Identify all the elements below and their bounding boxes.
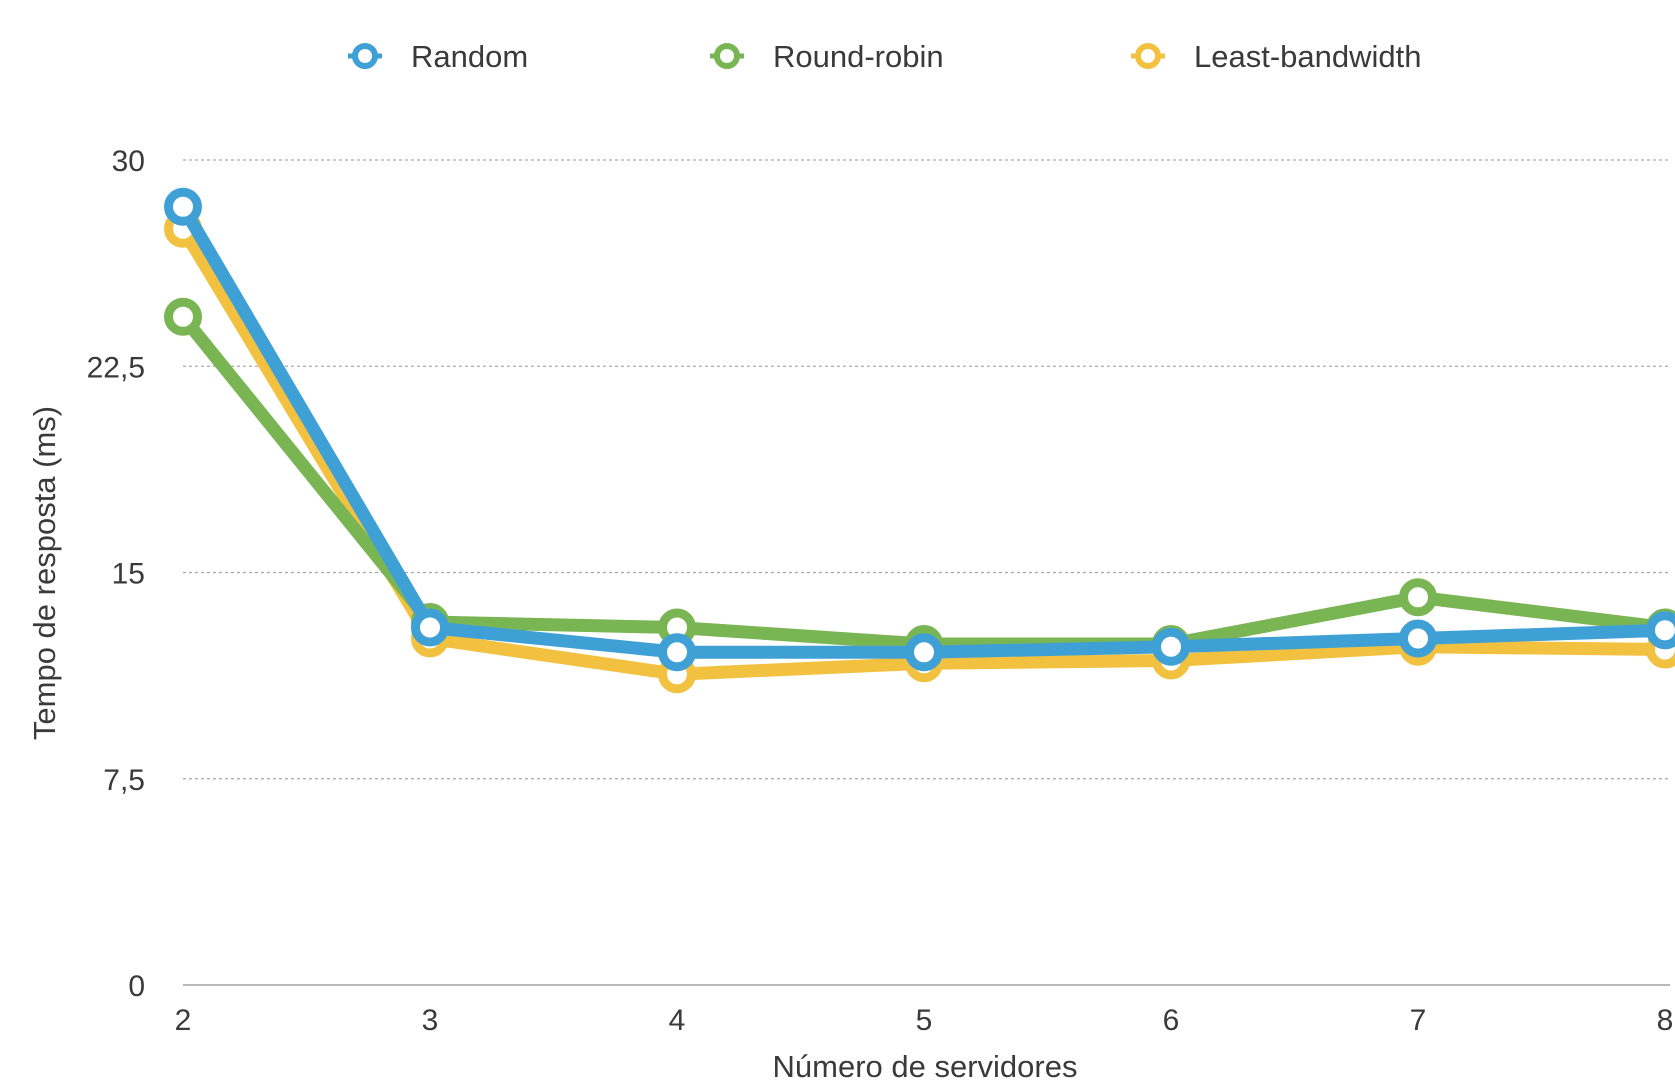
y-tick-label: 30 [112, 145, 145, 178]
x-axis-ticks: 2 3 4 5 6 7 8 [175, 1004, 1674, 1037]
legend-item-least-bandwidth[interactable]: Least-bandwidth [1131, 39, 1422, 74]
x-tick-label: 2 [175, 1004, 192, 1037]
data-point-random[interactable] [1646, 611, 1675, 650]
series-layer [164, 187, 1675, 694]
x-tick-label: 5 [916, 1004, 933, 1037]
series-line-least-bandwidth [176, 222, 1672, 681]
legend-item-round-robin[interactable]: Round-robin [710, 39, 944, 74]
data-point-random[interactable] [411, 608, 449, 647]
x-tick-label: 7 [1410, 1004, 1427, 1037]
series-least-bandwidth [164, 209, 1675, 694]
y-tick-label: 22,5 [87, 351, 145, 384]
y-tick-label: 15 [112, 558, 145, 591]
data-point-round-robin[interactable] [1399, 578, 1437, 617]
series-round-robin [164, 297, 1675, 663]
x-tick-label: 6 [1163, 1004, 1180, 1037]
grid-layer [183, 159, 1670, 986]
legend-item-random[interactable]: Random [348, 39, 528, 74]
legend-label: Least-bandwidth [1194, 39, 1422, 74]
x-tick-label: 3 [422, 1004, 439, 1037]
data-point-random[interactable] [1399, 619, 1437, 658]
series-line-random [176, 200, 1672, 659]
legend-marker-icon [1135, 43, 1161, 69]
data-point-random[interactable] [164, 187, 202, 226]
legend[interactable]: Random Round-robin Least-bandwidth [348, 39, 1422, 74]
x-tick-label: 8 [1657, 1004, 1674, 1037]
data-point-random[interactable] [658, 633, 696, 672]
legend-marker-icon [352, 43, 378, 69]
legend-marker-icon [714, 43, 740, 69]
y-axis-title: Tempo de resposta (ms) [27, 406, 62, 740]
x-axis-title: Número de servidores [773, 1049, 1078, 1084]
data-point-random[interactable] [1152, 627, 1190, 666]
y-tick-label: 7,5 [103, 764, 145, 797]
x-tick-label: 4 [669, 1004, 686, 1037]
series-random [164, 187, 1675, 672]
legend-label: Random [411, 39, 528, 74]
data-point-round-robin[interactable] [164, 297, 202, 336]
data-point-random[interactable] [905, 633, 943, 672]
legend-label: Round-robin [773, 39, 944, 74]
y-tick-label: 0 [128, 970, 145, 1003]
y-axis-ticks: 0 7,5 15 22,5 30 [87, 145, 145, 1003]
